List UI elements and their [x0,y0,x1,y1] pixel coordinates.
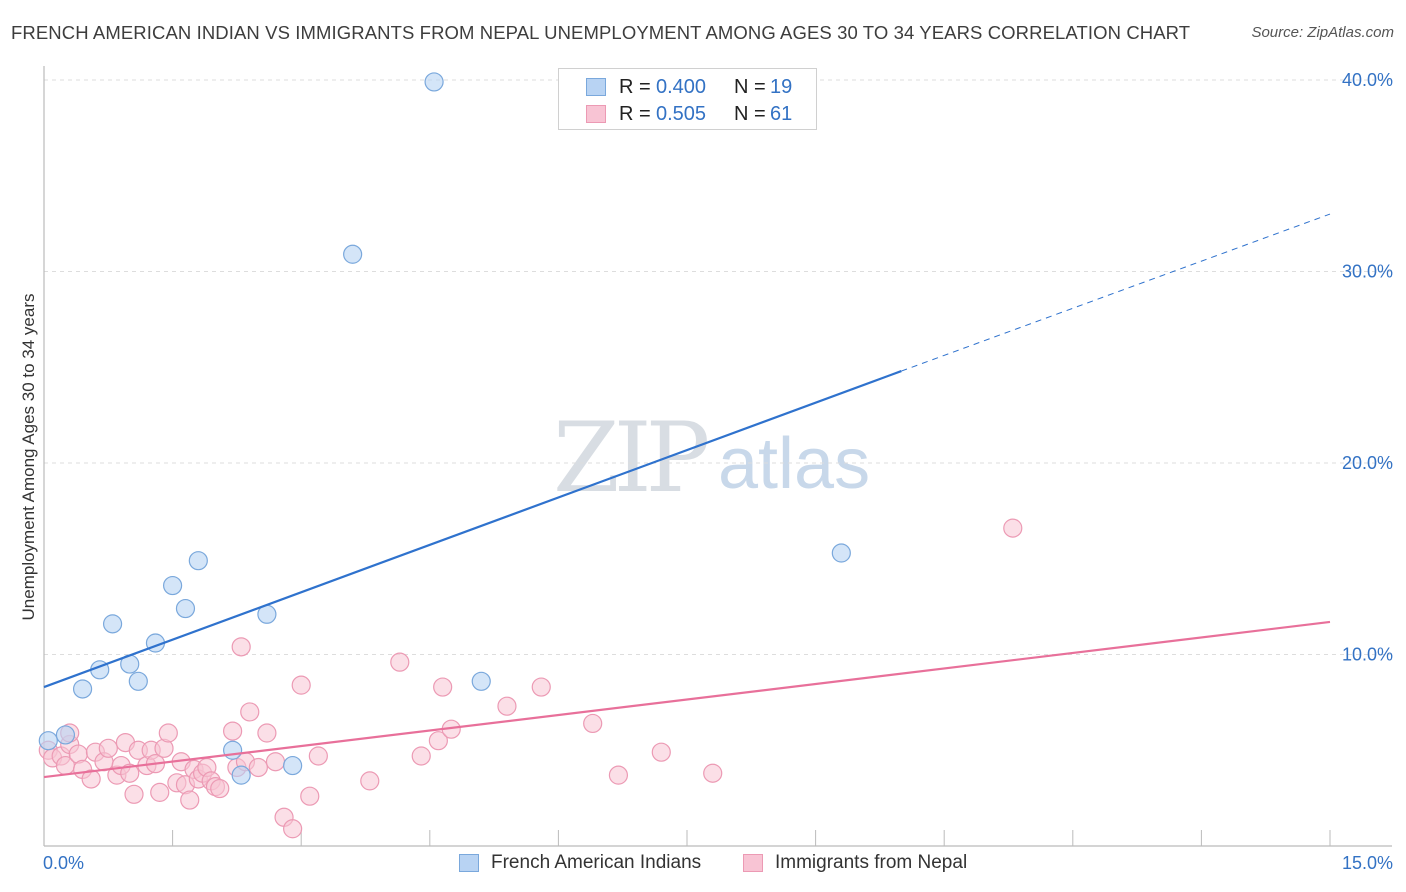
data-point-immigrants-from-nepal [300,786,320,806]
data-point-french-american-indians [72,679,93,699]
data-point-french-american-indians [471,671,491,691]
data-point-immigrants-from-nepal [411,746,431,766]
data-point-immigrants-from-nepal [428,731,448,751]
n-label: N = [734,76,766,98]
data-point-immigrants-from-nepal [210,778,230,799]
data-point-immigrants-from-nepal [81,769,101,789]
data-point-immigrants-from-nepal [651,742,671,762]
watermark-atlas: atlas [718,424,871,504]
data-point-immigrants-from-nepal [265,752,286,772]
trend-layer [43,213,1331,779]
y-tick-label: 20.0% [1342,453,1393,473]
x-tick-label-max: 15.0% [1342,853,1393,873]
legend-label: French American Indians [491,852,702,873]
data-point-french-american-indians [175,598,196,619]
data-point-immigrants-from-nepal [158,723,178,743]
data-point-immigrants-from-nepal [360,771,380,791]
y-tick-label: 40.0% [1342,70,1393,90]
data-point-immigrants-from-nepal [223,721,243,741]
trend-line-extension-french-american-indians [901,213,1331,372]
data-point-immigrants-from-nepal [608,765,629,785]
data-point-immigrants-from-nepal [283,819,303,839]
r-label: R = [619,76,651,98]
points-layer [38,72,1023,839]
stats-legend: R = 0.400 N = 19 R = 0.505 N = 61 [558,68,817,130]
legend-swatch-pink [586,105,606,123]
data-point-immigrants-from-nepal [98,738,118,758]
data-point-immigrants-from-nepal [308,746,328,766]
data-point-immigrants-from-nepal [390,652,410,672]
legend-label: Immigrants from Nepal [775,852,968,873]
y-tick-label: 30.0% [1342,262,1393,282]
data-point-french-american-indians [163,575,183,596]
data-point-immigrants-from-nepal [433,677,453,697]
data-point-french-american-indians [283,755,303,776]
data-point-immigrants-from-nepal [703,763,723,783]
r-label: R = [619,103,651,125]
data-point-immigrants-from-nepal [120,763,140,783]
data-point-immigrants-from-nepal [180,790,200,810]
chart-title: FRENCH AMERICAN INDIAN VS IMMIGRANTS FRO… [11,22,1191,43]
data-point-immigrants-from-nepal [291,675,311,695]
data-point-immigrants-from-nepal [124,784,144,804]
data-point-french-american-indians [38,731,58,751]
data-point-immigrants-from-nepal [248,757,268,778]
legend-swatch-blue [459,854,479,872]
data-point-immigrants-from-nepal [231,637,251,657]
data-point-immigrants-from-nepal [583,713,603,734]
axis-layer [43,66,1392,847]
r-value: 0.505 [656,103,707,125]
n-value: 61 [770,103,793,125]
n-label: N = [734,103,766,125]
trend-line-immigrants-from-nepal [43,620,1331,779]
trend-line-french-american-indians [43,370,902,689]
data-point-french-american-indians [223,740,243,760]
watermark-zip: ZIP [553,402,710,514]
tick-labels-layer: 10.0% 20.0% 30.0% 40.0% 0.0% 15.0% [43,70,1393,873]
data-point-french-american-indians [188,551,208,571]
y-tick-label: 10.0% [1342,645,1393,665]
data-point-french-american-indians [424,72,444,92]
data-point-french-american-indians [55,725,76,745]
data-point-immigrants-from-nepal [531,677,551,697]
r-value: 0.400 [656,76,707,98]
data-point-french-american-indians [231,765,251,785]
x-tick-label-min: 0.0% [43,853,84,873]
data-point-french-american-indians [128,671,148,691]
data-point-immigrants-from-nepal [1003,518,1023,538]
grid-layer [44,79,1392,655]
data-point-french-american-indians [343,244,363,264]
n-value: 19 [770,76,793,98]
data-point-immigrants-from-nepal [240,702,260,722]
source-credit: Source: ZipAtlas.com [1251,24,1394,41]
data-point-french-american-indians [831,543,851,563]
data-point-immigrants-from-nepal [150,782,170,802]
data-point-immigrants-from-nepal [497,696,517,716]
legend-swatch-pink [743,854,763,872]
data-point-immigrants-from-nepal [257,723,277,743]
legend-swatch-blue [586,78,606,96]
data-point-french-american-indians [102,614,123,634]
